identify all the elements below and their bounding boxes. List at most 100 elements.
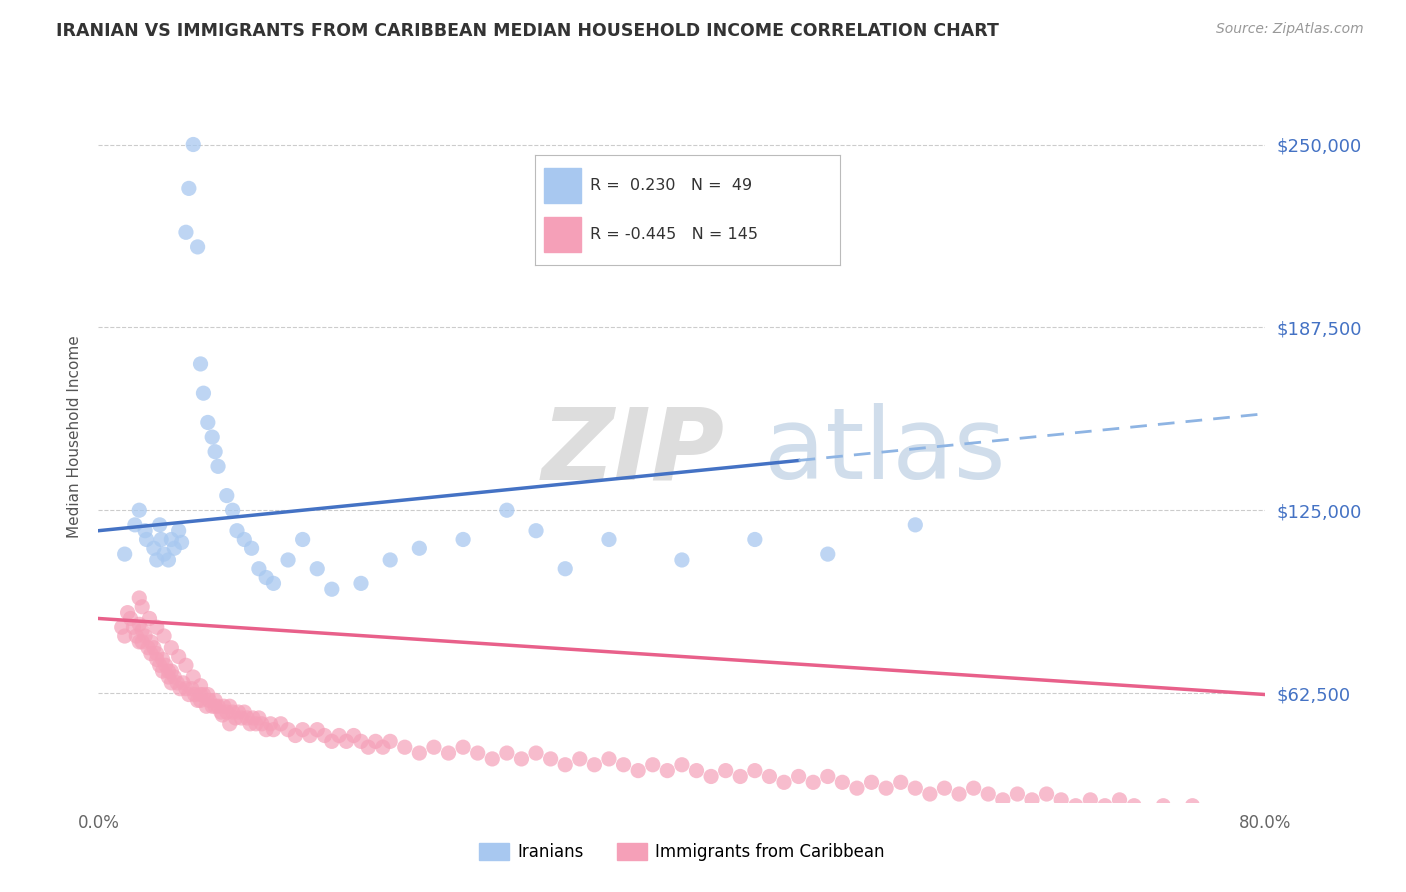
Point [250,716,273,731]
Point [131,599,153,614]
Point [1021,793,1043,807]
Point [298,729,321,743]
Point [817,769,839,783]
Point [174,225,197,239]
Point [1152,798,1174,813]
Point [380,734,402,748]
Point [149,658,172,673]
Point [167,649,190,664]
Point [700,769,723,783]
Point [160,640,183,655]
Point [150,533,173,547]
Point [1195,805,1218,819]
Point [1123,798,1146,813]
Point [890,775,912,789]
Point [554,757,576,772]
Point [612,757,634,772]
Point [138,611,160,625]
Text: R =  0.230   N =  49: R = 0.230 N = 49 [591,178,752,194]
Point [228,705,250,719]
Point [193,386,215,401]
Point [209,705,232,719]
Point [197,688,219,702]
Point [773,775,796,789]
Point [1181,798,1204,813]
Point [380,553,402,567]
Point [187,240,209,254]
Point [207,699,229,714]
Point [157,664,180,678]
Point [240,541,263,556]
Point [467,746,489,760]
Point [153,547,176,561]
Point [135,533,157,547]
Point [204,444,226,458]
Point [977,787,1000,801]
Point [1035,787,1057,801]
Point [197,416,219,430]
Point [174,658,197,673]
Bar [544,217,581,252]
Point [157,670,180,684]
Point [496,746,519,760]
Point [875,781,897,796]
Point [195,699,218,714]
Point [437,746,460,760]
Point [201,430,224,444]
Point [270,716,292,731]
Point [181,670,204,684]
Point [1137,805,1160,819]
Point [160,664,183,678]
Point [169,681,191,696]
Point [221,503,243,517]
Point [554,562,576,576]
Point [510,752,533,766]
Point [524,746,547,760]
Point [262,723,284,737]
Point [245,716,267,731]
Point [598,752,620,766]
Point [167,524,190,538]
Point [142,541,165,556]
Point [787,769,810,783]
Point [139,635,162,649]
Point [350,734,373,748]
Point [131,635,153,649]
Point [177,181,200,195]
Point [671,757,693,772]
Point [321,582,343,597]
Point [371,740,394,755]
Point [174,681,197,696]
Point [152,652,174,666]
Point [262,576,284,591]
Point [991,793,1014,807]
Point [128,503,150,517]
Point [423,740,446,755]
Point [149,517,172,532]
Point [904,781,927,796]
Point [307,723,329,737]
Point [215,705,238,719]
Point [1007,787,1029,801]
Point [801,775,824,789]
Point [948,787,970,801]
Point [343,729,366,743]
Point [177,688,200,702]
Point [157,553,180,567]
Point [139,647,162,661]
Point [1080,793,1102,807]
Point [187,693,209,707]
Point [408,746,430,760]
Point [583,757,606,772]
Point [817,547,839,561]
Point [671,553,693,567]
Point [221,705,243,719]
Point [481,752,503,766]
Point [247,711,270,725]
Point [146,647,169,661]
Point [357,740,380,755]
Point [277,553,299,567]
Point [190,357,212,371]
Point [114,629,136,643]
Point [236,711,259,725]
